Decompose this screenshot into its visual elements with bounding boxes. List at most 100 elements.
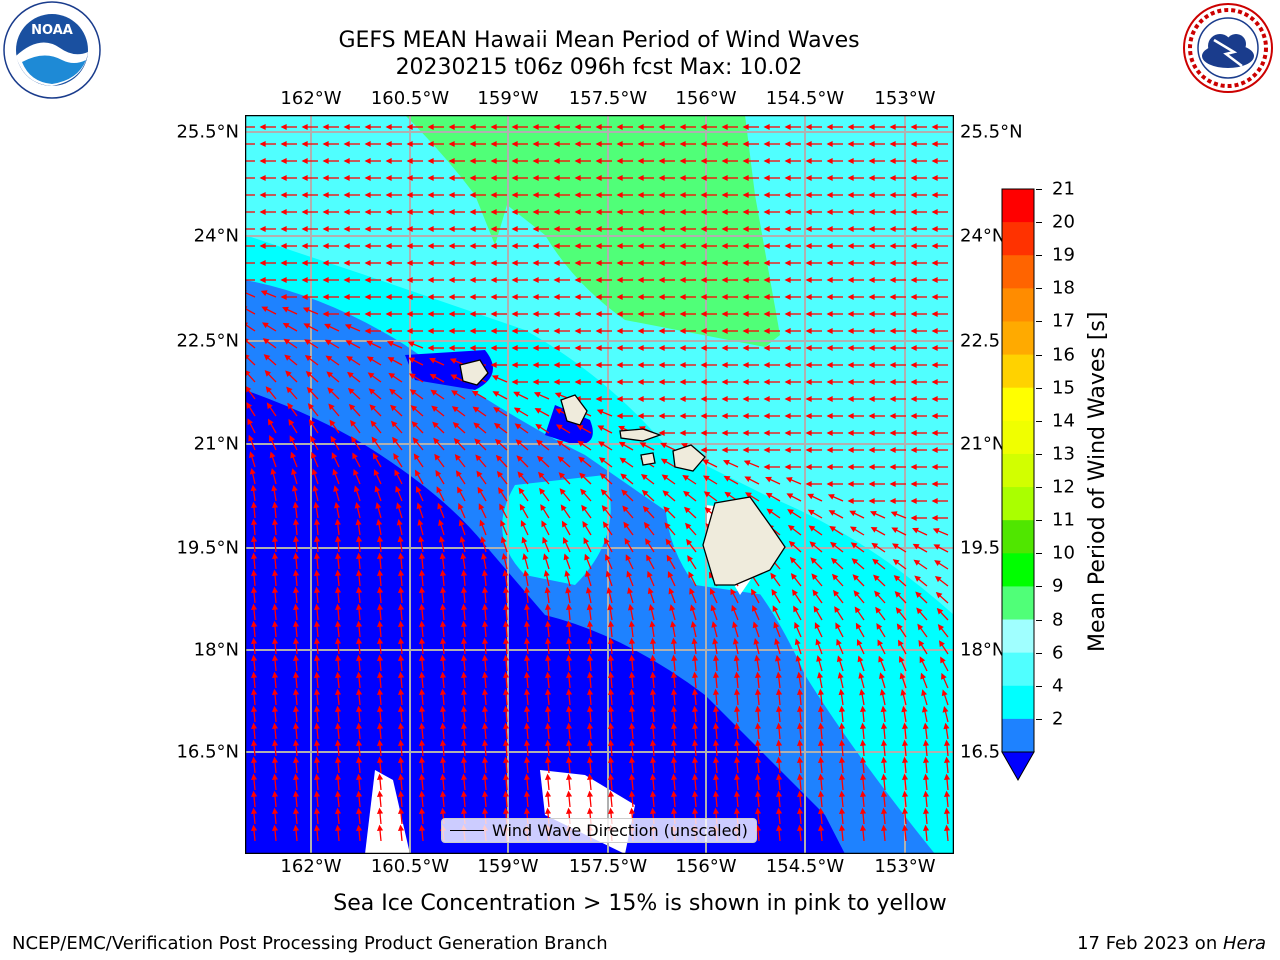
wave-direction-arrow (721, 259, 738, 267)
wave-direction-arrow (385, 123, 402, 131)
wave-direction-arrow (565, 586, 572, 604)
lon-label-bottom: 157.5°W (568, 856, 648, 877)
wave-direction-arrow (826, 361, 843, 369)
wave-direction-arrow (933, 544, 949, 553)
wave-direction-arrow (271, 671, 279, 689)
wave-direction-arrow (943, 756, 951, 774)
wave-direction-arrow (670, 790, 678, 808)
wave-direction-arrow (355, 569, 363, 587)
wave-direction-arrow (670, 739, 678, 757)
wave-direction-arrow (855, 622, 865, 638)
wave-direction-arrow (303, 323, 319, 332)
wave-direction-arrow (901, 722, 909, 740)
wave-direction-arrow (637, 412, 654, 420)
colorbar-segment (1002, 255, 1034, 289)
wave-direction-arrow (376, 671, 384, 689)
wave-direction-arrow (523, 773, 531, 791)
wave-direction-arrow (784, 276, 801, 284)
wave-direction-arrow (574, 276, 591, 284)
wave-direction-arrow (284, 354, 298, 366)
wave-direction-arrow (385, 327, 402, 335)
wave-direction-arrow (271, 756, 279, 774)
wave-direction-arrow (364, 259, 381, 267)
wave-direction-arrow (889, 480, 906, 488)
wave-direction-arrow (794, 638, 802, 655)
wave-direction-arrow (586, 637, 594, 655)
wave-direction-arrow (682, 474, 697, 485)
wave-direction-arrow (574, 225, 591, 233)
wave-direction-arrow (826, 310, 843, 318)
wave-direction-arrow (397, 790, 405, 808)
wave-direction-arrow (691, 790, 699, 808)
wave-direction-arrow (679, 259, 696, 267)
wave-direction-arrow (448, 208, 465, 216)
wave-direction-arrow (376, 705, 384, 723)
colorbar-tick-label: 9 (1052, 575, 1064, 597)
wave-direction-arrow (743, 460, 760, 468)
wave-direction-arrow (282, 306, 298, 315)
wave-direction-arrow (663, 506, 676, 519)
wave-direction-arrow (742, 344, 759, 352)
wave-direction-arrow (733, 773, 741, 791)
wave-direction-arrow (343, 123, 360, 131)
wave-direction-arrow (493, 422, 508, 434)
wave-direction-arrow (788, 540, 802, 553)
island-maui (672, 444, 706, 472)
wave-direction-arrow (280, 242, 297, 250)
wave-direction-arrow (595, 395, 612, 403)
wave-direction-arrow (811, 573, 823, 587)
wave-direction-arrow (847, 157, 864, 165)
wave-direction-arrow (376, 824, 384, 842)
wave-direction-arrow (406, 225, 423, 233)
wave-direction-arrow (796, 773, 804, 791)
wave-direction-arrow (292, 586, 300, 604)
wave-direction-arrow (838, 790, 846, 808)
wave-direction-arrow (479, 519, 487, 536)
wave-direction-arrow (271, 552, 279, 570)
map-frame (245, 115, 954, 854)
wave-direction-arrow (282, 322, 298, 332)
wave-direction-arrow (880, 773, 888, 791)
wave-direction-arrow (731, 604, 739, 621)
wave-direction-arrow (826, 191, 843, 199)
wave-direction-arrow (658, 140, 675, 148)
wave-direction-arrow (712, 739, 720, 757)
wave-direction-arrow (754, 790, 762, 808)
wave-direction-arrow (280, 157, 297, 165)
wave-direction-arrow (460, 654, 468, 672)
wave-direction-arrow (271, 807, 279, 825)
wave-direction-arrow (700, 123, 717, 131)
wave-direction-arrow (668, 587, 676, 604)
wave-direction-arrow (607, 773, 615, 791)
wave-direction-arrow (661, 474, 676, 485)
wave-direction-arrow (448, 225, 465, 233)
wave-direction-arrow (849, 526, 865, 536)
wave-direction-arrow (712, 705, 720, 723)
wave-direction-arrow (763, 429, 780, 437)
wave-direction-arrow (931, 412, 948, 420)
island-lanai (640, 452, 656, 466)
wave-direction-arrow (406, 191, 423, 199)
wave-direction-arrow (520, 520, 529, 536)
wave-direction-arrow (349, 419, 361, 434)
wave-direction-arrow (850, 542, 865, 553)
wave-direction-arrow (259, 208, 276, 216)
wave-direction-arrow (742, 242, 759, 250)
wave-direction-arrow (889, 191, 906, 199)
wave-direction-arrow (637, 395, 654, 403)
wave-direction-arrow (847, 123, 864, 131)
wave-direction-arrow (427, 123, 444, 131)
wave-direction-arrow (427, 344, 444, 352)
wave-direction-arrow (616, 327, 633, 335)
wave-direction-arrow (271, 722, 279, 740)
wave-direction-arrow (658, 344, 675, 352)
wave-direction-arrow (805, 157, 822, 165)
wave-direction-arrow (628, 756, 636, 774)
wave-direction-arrow (847, 497, 864, 505)
wave-direction-arrow (901, 807, 909, 825)
wave-direction-arrow (754, 773, 762, 791)
wave-direction-arrow (795, 655, 802, 672)
wave-direction-arrow (919, 656, 928, 672)
wave-direction-arrow (805, 191, 822, 199)
colorbar-tick-label: 16 (1052, 344, 1075, 366)
